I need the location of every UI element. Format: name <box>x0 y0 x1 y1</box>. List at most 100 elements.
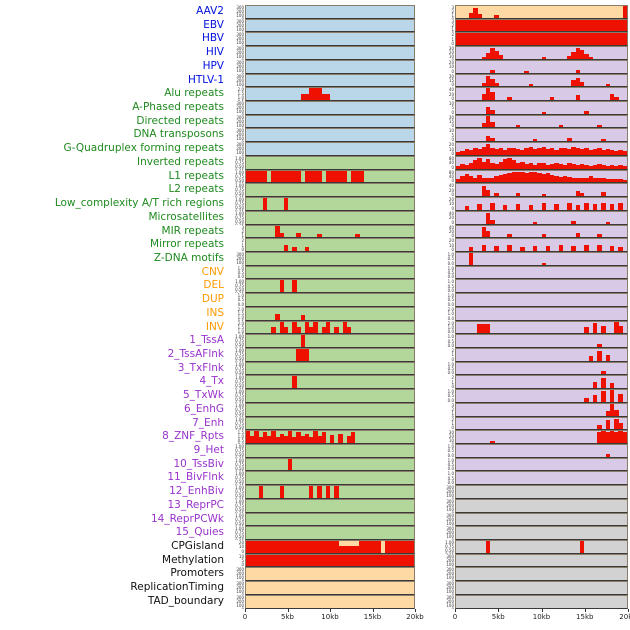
y-tick: 1.0 <box>447 265 454 271</box>
y-tick-labels: 3210 <box>415 403 455 416</box>
y-tick-labels: 80 40 0 <box>415 156 455 170</box>
signal-bar <box>397 541 402 553</box>
signal-bar <box>334 327 339 334</box>
y-tick: 0.25 <box>235 402 244 403</box>
y-tick-labels: 30 15 0 <box>415 74 455 88</box>
signal-bar <box>481 226 487 238</box>
track-row: Methylation10503002001000 <box>0 553 630 568</box>
signal-bar <box>584 177 589 183</box>
y-tick: 0.50 <box>235 410 244 416</box>
y-tick: 1.00 <box>235 498 244 504</box>
signal-bar <box>309 486 314 498</box>
y-tick-labels: 3210 <box>415 19 455 32</box>
track-row: DNA transposons30020010001050 <box>0 128 630 143</box>
y-tick: 200 <box>236 50 244 56</box>
solid-signal-bar <box>456 33 627 46</box>
signal-bar <box>601 326 606 334</box>
signal-bar <box>304 170 310 183</box>
signal-bar <box>609 179 615 183</box>
y-tick: 0.75 <box>445 544 454 550</box>
signal-bar <box>618 246 623 251</box>
signal-bar <box>515 203 521 210</box>
y-tick: 1 <box>451 36 454 42</box>
y-tick: 20 <box>448 215 454 221</box>
signal-bar <box>334 486 339 498</box>
y-tick: 0.0 <box>447 480 454 486</box>
y-tick: 0.5 <box>447 338 454 344</box>
x-tick-mark <box>628 608 629 612</box>
left-track-panel <box>245 306 415 321</box>
y-tick-labels: 10 5 0 <box>230 554 245 568</box>
signal-bar <box>618 203 623 210</box>
right-track-panel <box>455 32 628 47</box>
signal-bar <box>275 437 280 443</box>
signal-bar <box>597 244 602 251</box>
signal-bar <box>342 545 347 553</box>
y-tick: 300 <box>446 594 454 600</box>
y-tick-labels: 1.000.750.500.250.00 <box>230 197 245 211</box>
y-tick: 15 <box>448 119 454 125</box>
y-tick: 300 <box>446 581 454 587</box>
track-label: 12_EnhBiv <box>169 485 224 498</box>
y-tick: 0.0 <box>447 260 454 266</box>
signal-bar <box>338 170 343 183</box>
y-tick: 300 <box>236 251 244 257</box>
y-tick: 40 <box>448 224 454 230</box>
y-tick: 100 <box>236 13 244 18</box>
signal-bar <box>622 431 627 443</box>
signal-bar <box>317 541 322 553</box>
signal-bar <box>605 431 611 443</box>
y-tick: 2 <box>451 347 454 353</box>
track-row: Mirror repeats 2 1 0 20 10 0 <box>0 238 630 252</box>
right-track-panel <box>455 512 628 527</box>
x-tick-mark <box>287 608 289 612</box>
signal-bar <box>283 198 289 210</box>
y-tick: 0.25 <box>235 498 244 499</box>
signal-bar <box>477 323 482 334</box>
signal-bar <box>541 262 546 265</box>
y-tick: 0.25 <box>235 525 244 526</box>
signal-bar <box>541 193 546 197</box>
left-track-panel <box>245 155 415 170</box>
signal-bar <box>485 88 491 101</box>
y-tick-labels: 1.51.00.50.0 <box>230 430 245 444</box>
signal-bar <box>575 232 581 238</box>
signal-bar <box>614 432 619 443</box>
signal-bar <box>609 203 615 210</box>
left-track-panel <box>245 361 415 376</box>
signal-bar <box>313 541 318 553</box>
y-tick: 100 <box>236 136 244 142</box>
signal-bar <box>579 82 585 87</box>
right-track-panel <box>455 197 628 211</box>
left-track-panel <box>245 169 415 184</box>
y-tick: 15 <box>448 77 454 83</box>
y-tick: 200 <box>236 105 244 111</box>
track-row: MIR repeats321040200 <box>0 224 630 239</box>
signal-bar <box>485 323 491 334</box>
left-track-panel <box>245 279 415 294</box>
signal-bar <box>528 146 534 155</box>
signal-bar <box>485 106 491 114</box>
y-tick-labels: 1.000.750.500.250.00 <box>230 513 245 526</box>
signal-bar <box>304 321 310 334</box>
y-tick: 0.50 <box>235 397 244 403</box>
signal-bar <box>494 163 499 169</box>
signal-bar <box>279 321 284 334</box>
signal-bar <box>558 245 564 251</box>
signal-bar <box>562 165 568 169</box>
y-tick: 20 <box>448 59 454 65</box>
track-label: G-Quadruplex forming repeats <box>63 142 224 155</box>
right-track-panel <box>455 498 628 513</box>
y-tick: 0 <box>451 205 454 211</box>
y-tick: 0 <box>241 127 244 128</box>
track-row: 2_TssAFlnk 1.000.750.500.250.00 210 <box>0 347 630 362</box>
y-tick: 0.25 <box>235 168 244 169</box>
signal-bar <box>571 178 576 183</box>
signal-bar <box>609 246 615 251</box>
